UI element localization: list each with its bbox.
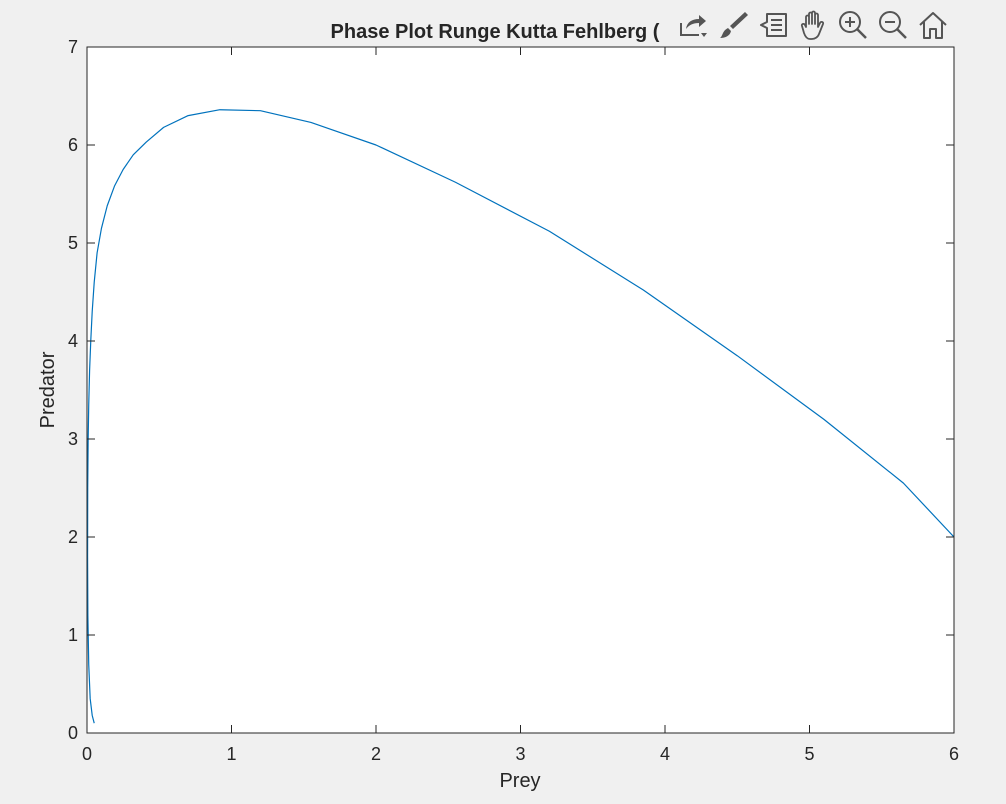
x-tick-label: 3	[515, 744, 525, 764]
y-tick-label: 7	[68, 37, 78, 57]
x-tick-label: 5	[804, 744, 814, 764]
chart-title: Phase Plot Runge Kutta Fehlberg (	[331, 21, 660, 43]
y-tick-label: 2	[68, 527, 78, 547]
pan-button[interactable]	[794, 6, 832, 44]
data-tips-button[interactable]	[754, 6, 792, 44]
brush-button[interactable]	[714, 6, 752, 44]
y-tick-label: 4	[68, 331, 78, 351]
zoom-out-icon	[879, 11, 907, 39]
home-icon	[919, 12, 947, 39]
export-button[interactable]	[674, 6, 712, 44]
export-icon	[680, 15, 707, 37]
x-tick-label: 4	[660, 744, 670, 764]
zoom-out-button[interactable]	[874, 6, 912, 44]
data-tips-icon	[760, 13, 787, 37]
axes-toolbar	[674, 6, 952, 44]
x-tick-label: 1	[226, 744, 236, 764]
y-tick-label: 5	[68, 233, 78, 253]
y-tick-label: 0	[68, 723, 78, 743]
pan-icon	[800, 10, 825, 40]
y-tick-label: 6	[68, 135, 78, 155]
axes-background	[87, 47, 954, 733]
zoom-in-icon	[839, 11, 867, 39]
x-axis-label: Prey	[499, 770, 540, 792]
x-tick-label: 0	[82, 744, 92, 764]
ticks-layer: 0 1 2 3 4 5 6 0 1 2 3 4 5 6 7	[68, 37, 959, 764]
y-tick-label: 3	[68, 429, 78, 449]
x-tick-label: 2	[371, 744, 381, 764]
y-axis-label: Predator	[37, 351, 59, 428]
x-tick-label: 6	[949, 744, 959, 764]
y-tick-label: 1	[68, 625, 78, 645]
brush-icon	[720, 12, 748, 38]
home-button[interactable]	[914, 6, 952, 44]
plot-layer	[86, 109, 955, 724]
series-line-0	[86, 109, 955, 724]
zoom-in-button[interactable]	[834, 6, 872, 44]
